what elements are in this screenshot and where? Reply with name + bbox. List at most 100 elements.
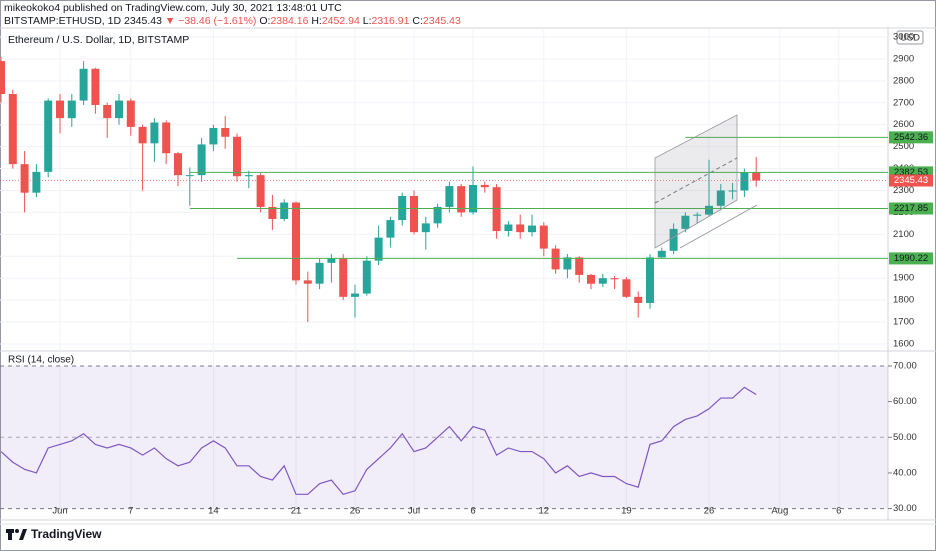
y-tick-label: 1700 [893, 317, 914, 328]
candle-body [244, 175, 253, 177]
level-label: 1990.22 [894, 253, 928, 264]
price-pane [0, 28, 888, 520]
candle-body [115, 100, 123, 119]
candle-body [693, 214, 702, 216]
x-tick-label: 26 [350, 506, 361, 517]
candle-body [327, 258, 336, 263]
close-label: C: [412, 15, 423, 27]
y-tick-label: 1800 [893, 295, 914, 306]
candle-body [209, 127, 218, 145]
y-tick-label: 2800 [893, 75, 914, 86]
candle-body [681, 215, 690, 229]
candle-body [233, 136, 241, 177]
level-label: 2382.53 [894, 167, 928, 178]
candle-body [221, 127, 230, 137]
y-tick-label: 2600 [893, 119, 914, 130]
channel [654, 114, 738, 249]
candle-body [539, 225, 548, 249]
high-label: H: [311, 15, 322, 27]
candle-body [150, 122, 159, 144]
published-line: mikeokoko4 published on TradingView.com,… [4, 2, 342, 14]
candle-body [56, 100, 64, 119]
level-label-box [889, 131, 933, 144]
candle-body [728, 190, 737, 192]
level-label: 2542.36 [894, 132, 928, 143]
x-tick-label: 6 [836, 506, 841, 517]
change: ▼ −38.46 (−1.61%) [165, 15, 257, 27]
candle-body [339, 258, 348, 297]
rsi-title: RSI (14, close) [8, 355, 74, 366]
candle-body [610, 278, 619, 280]
candle-body [480, 185, 489, 188]
candle-body [421, 223, 430, 233]
y-tick-label: 1600 [893, 338, 914, 349]
channel-midline [654, 157, 738, 204]
candle-body [469, 185, 477, 213]
open-label: O: [259, 15, 270, 27]
candle-body [315, 262, 324, 284]
y-tick-label: 2100 [893, 229, 914, 240]
candle-body [185, 175, 194, 177]
candle-body [362, 260, 371, 294]
candle-body [162, 122, 171, 154]
candle-body [410, 195, 418, 233]
currency-box[interactable] [896, 30, 924, 45]
y-tick-label: 40.00 [893, 467, 917, 478]
candle-body [126, 100, 135, 127]
candle-body [292, 202, 300, 281]
x-tick-label: 12 [539, 506, 550, 517]
last-price: 2345.43 [124, 15, 162, 27]
candle-body [516, 224, 525, 233]
candle-body [197, 144, 206, 176]
candle-body [20, 164, 29, 193]
candle-body [256, 175, 265, 207]
candle-body [303, 280, 312, 284]
symbol-line: BITSTAMP:ETHUSD, 1D 2345.43 ▼ −38.46 (−1… [4, 15, 461, 27]
high-value: 2452.94 [322, 15, 360, 27]
candle-body [445, 186, 454, 207]
currency: USD [900, 33, 920, 44]
low-value: 2316.91 [372, 15, 410, 27]
x-tick-label: 21 [291, 506, 302, 517]
rsi-line [0, 386, 757, 496]
candle-body [457, 186, 466, 213]
y-tick-label: 60.00 [893, 396, 917, 407]
last-price-box [889, 174, 933, 187]
candle-body [587, 274, 595, 284]
candle-body [0, 61, 5, 95]
rsi-pane [0, 365, 892, 510]
candle-body [32, 171, 41, 193]
candle-body [351, 293, 359, 297]
candle-body [67, 100, 76, 119]
candle-body [716, 190, 725, 206]
last-price-label: 2345.43 [894, 175, 928, 186]
candle-body [752, 172, 761, 181]
candle-body [528, 225, 536, 233]
logo [6, 529, 27, 540]
candle-body [8, 94, 17, 165]
y-tick-label: 2300 [893, 185, 914, 196]
x-tick-label: Jul [408, 506, 420, 517]
candle-body [740, 172, 749, 191]
candle-body [563, 257, 572, 270]
level-label-box [889, 252, 933, 265]
y-tick-label: 1900 [893, 273, 914, 284]
candle-body [504, 224, 513, 232]
x-tick-label: 7 [128, 506, 133, 517]
candle-body [657, 250, 666, 258]
candle-body [634, 296, 643, 303]
x-tick-label: 14 [208, 506, 219, 517]
brand: TradingView [31, 527, 102, 541]
y-tick-label: 70.00 [893, 360, 917, 371]
candle-body [138, 126, 147, 144]
open-value: 2384.16 [270, 15, 308, 27]
x-tick-label: Aug [771, 506, 788, 517]
y-tick-label: 2500 [893, 141, 914, 152]
candle-body [103, 104, 112, 119]
level-label-box [889, 202, 933, 215]
candle-body [280, 202, 289, 219]
y-tick-label: 2700 [893, 97, 914, 108]
candle-body [669, 228, 678, 251]
close-value: 2345.43 [423, 15, 461, 27]
candle-body [174, 153, 182, 176]
